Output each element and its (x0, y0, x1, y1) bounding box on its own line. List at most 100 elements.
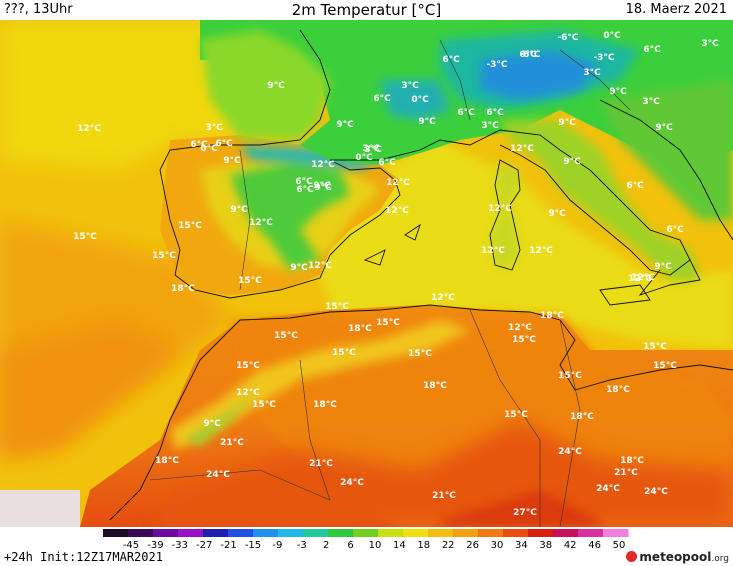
temperature-label: 15°C (252, 400, 276, 410)
grey-land-sw (0, 490, 80, 527)
temperature-label: 12°C (508, 323, 532, 333)
temperature-label: 3°C (364, 145, 382, 155)
meteopool-logo[interactable]: meteopool.org (626, 550, 729, 564)
temperature-label: 18°C (155, 456, 179, 466)
temperature-label: 3°C (642, 97, 660, 107)
pyrenees-cold (240, 145, 380, 170)
temperature-labels: 9°C12°C15°C18°C6°C3°C0°C6°C9°C3°C3°C0°C6… (73, 31, 719, 518)
italy-land (500, 120, 700, 280)
coastlines (109, 29, 733, 521)
temperature-label: 12°C (311, 160, 335, 170)
temperature-label: 6°C (215, 139, 233, 149)
temperature-label: 15°C (512, 335, 536, 345)
temperature-label: 15°C (504, 410, 528, 420)
temperature-label: 9°C (203, 419, 221, 429)
scale-swatch (203, 529, 229, 537)
temperature-label: 15°C (274, 331, 298, 341)
scale-swatch (303, 529, 329, 537)
temperature-label: 3°C (481, 121, 499, 131)
scale-swatch (278, 529, 304, 537)
temperature-label: 9°C (418, 117, 436, 127)
footer: -45 -39 -33 -27 -21 -15 -9 -3 2 6 10 14 18 22 26 30 34 38… (0, 527, 733, 566)
temperature-label: 12°C (481, 246, 505, 256)
temperature-label: 6°C (626, 181, 644, 191)
country-borders (149, 39, 631, 527)
temperature-label: 0°C (411, 95, 429, 105)
scale-tick-label: 50 (612, 540, 626, 551)
scale-tick-label: 14 (393, 540, 406, 551)
temperature-label: 21°C (309, 459, 333, 469)
temperature-label: 15°C (236, 361, 260, 371)
temperature-label: 12°C (510, 144, 534, 154)
scale-tick-label: -45 (122, 540, 140, 551)
scale-tick-label: 2 (323, 540, 330, 551)
temperature-label: 12°C (628, 274, 652, 284)
temperature-label: 6°C (643, 45, 661, 55)
scale-tick-label: -15 (244, 540, 262, 551)
scale-tick-label: 38 (539, 540, 553, 551)
balkans-land (600, 80, 733, 220)
location-time-label: ???, 13Uhr (4, 2, 73, 17)
temperature-label: -3°C (593, 53, 614, 63)
corsica-sardinia (490, 160, 520, 270)
high-atlas-cool (185, 390, 260, 445)
temperature-label: 6°C (519, 50, 537, 60)
atlas-mountains (170, 320, 470, 450)
temperature-label: 12°C (77, 124, 101, 134)
temperature-label: 9°C (230, 205, 248, 215)
temperature-label: 9°C (336, 120, 354, 130)
scale-swatch (428, 529, 454, 537)
scale-swatch (453, 529, 479, 537)
scale-swatch (378, 529, 404, 537)
iberia-cool (230, 160, 350, 270)
temperature-label: 3°C (583, 68, 601, 78)
temperature-label: 21°C (432, 491, 456, 501)
temperature-label: 0°C (200, 144, 218, 154)
temperature-label: 6°C (442, 55, 460, 65)
scale-swatch (153, 529, 179, 537)
scale-swatch (603, 529, 629, 537)
temperature-label: -6°C (519, 50, 540, 60)
temperature-label: 24°C (558, 447, 582, 457)
alps-cold (480, 50, 600, 100)
scale-swatch (328, 529, 354, 537)
sahara-hot (150, 420, 733, 527)
temperature-label: 6°C (295, 177, 313, 187)
temperature-label: 12°C (249, 218, 273, 228)
logo-dot-icon (626, 551, 638, 562)
temperature-label: 9°C (314, 183, 332, 193)
temperature-label: 12°C (631, 273, 655, 283)
temperature-label: 18°C (570, 412, 594, 422)
temperature-label: -6°C (557, 33, 578, 43)
temperature-label: 15°C (152, 251, 176, 261)
hottest-zone (440, 490, 600, 527)
scale-tick-label: -9 (272, 540, 283, 551)
temperature-label: 15°C (643, 342, 667, 352)
temperature-label: 3°C (205, 123, 223, 133)
temperature-label: 12°C (488, 204, 512, 214)
logo-tld: .org (711, 554, 729, 564)
temperature-label: 18°C (348, 324, 372, 334)
temperature-label: 6°C (190, 140, 208, 150)
temperature-label: 15°C (408, 349, 432, 359)
warmer-atlantic-zone (0, 320, 180, 460)
temperature-label: 9°C (558, 118, 576, 128)
temperature-label: 9°C (267, 81, 285, 91)
temperature-label: 9°C (654, 262, 672, 272)
scale-swatch (128, 529, 154, 537)
scale-tick-label: -27 (196, 540, 213, 551)
temperature-label: 24°C (596, 484, 620, 494)
temperature-label: 18°C (423, 381, 447, 391)
temperature-map: 9°C12°C15°C18°C6°C3°C0°C6°C9°C3°C3°C0°C6… (0, 20, 733, 527)
temperature-label: 3°C (701, 39, 719, 49)
scale-swatch (178, 529, 204, 537)
temperature-label: 9°C (609, 87, 627, 97)
scale-swatch (553, 529, 579, 537)
scale-swatch (403, 529, 429, 537)
temperature-label: 15°C (376, 318, 400, 328)
scale-swatch (228, 529, 254, 537)
color-scale-bar (103, 529, 629, 537)
temperature-label: 27°C (513, 508, 537, 518)
temperature-label: 6°C (296, 185, 314, 195)
scale-swatch (578, 529, 604, 537)
